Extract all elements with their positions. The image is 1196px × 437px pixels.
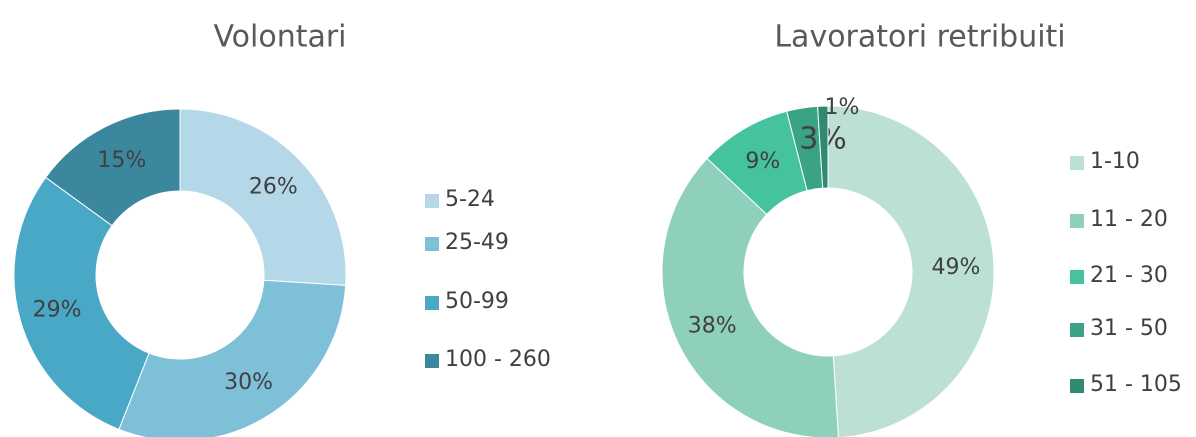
legend-label: 5-24 xyxy=(445,187,495,212)
chart-title: Volontari xyxy=(213,20,346,55)
legend-swatch xyxy=(1070,323,1084,337)
legend-swatch xyxy=(425,296,439,310)
data-label: 30% xyxy=(224,370,273,395)
legend-swatch xyxy=(1070,379,1084,393)
chart-title: Lavoratori retribuiti xyxy=(774,20,1065,55)
legend-label: 31 - 50 xyxy=(1090,316,1168,341)
data-label: 9% xyxy=(745,149,780,174)
legend-swatch xyxy=(425,237,439,251)
legend-label: 25-49 xyxy=(445,230,509,255)
donut-slice xyxy=(827,105,995,437)
legend-swatch xyxy=(425,194,439,208)
legend-swatch xyxy=(1070,270,1084,284)
data-label: 49% xyxy=(931,255,980,280)
legend-swatch xyxy=(425,354,439,368)
donut-slice xyxy=(118,279,347,437)
data-label: 26% xyxy=(249,174,298,199)
legend-swatch xyxy=(1070,214,1084,228)
data-label: 15% xyxy=(97,148,146,173)
legend-label: 21 - 30 xyxy=(1090,263,1168,288)
data-label: 29% xyxy=(33,298,82,323)
donut-slice xyxy=(45,108,181,227)
legend-swatch xyxy=(1070,156,1084,170)
donut-slice xyxy=(661,157,839,437)
legend-label: 50-99 xyxy=(445,289,509,314)
data-label: 1% xyxy=(825,95,860,120)
legend-label: 11 - 20 xyxy=(1090,207,1168,232)
donut-slice xyxy=(179,108,347,286)
donut-slice xyxy=(817,105,829,189)
legend-label: 51 - 105 xyxy=(1090,372,1182,397)
data-label: 38% xyxy=(688,313,737,338)
donut-slice xyxy=(13,176,150,430)
legend-label: 1-10 xyxy=(1090,149,1140,174)
legend-label: 100 - 260 xyxy=(445,347,551,372)
